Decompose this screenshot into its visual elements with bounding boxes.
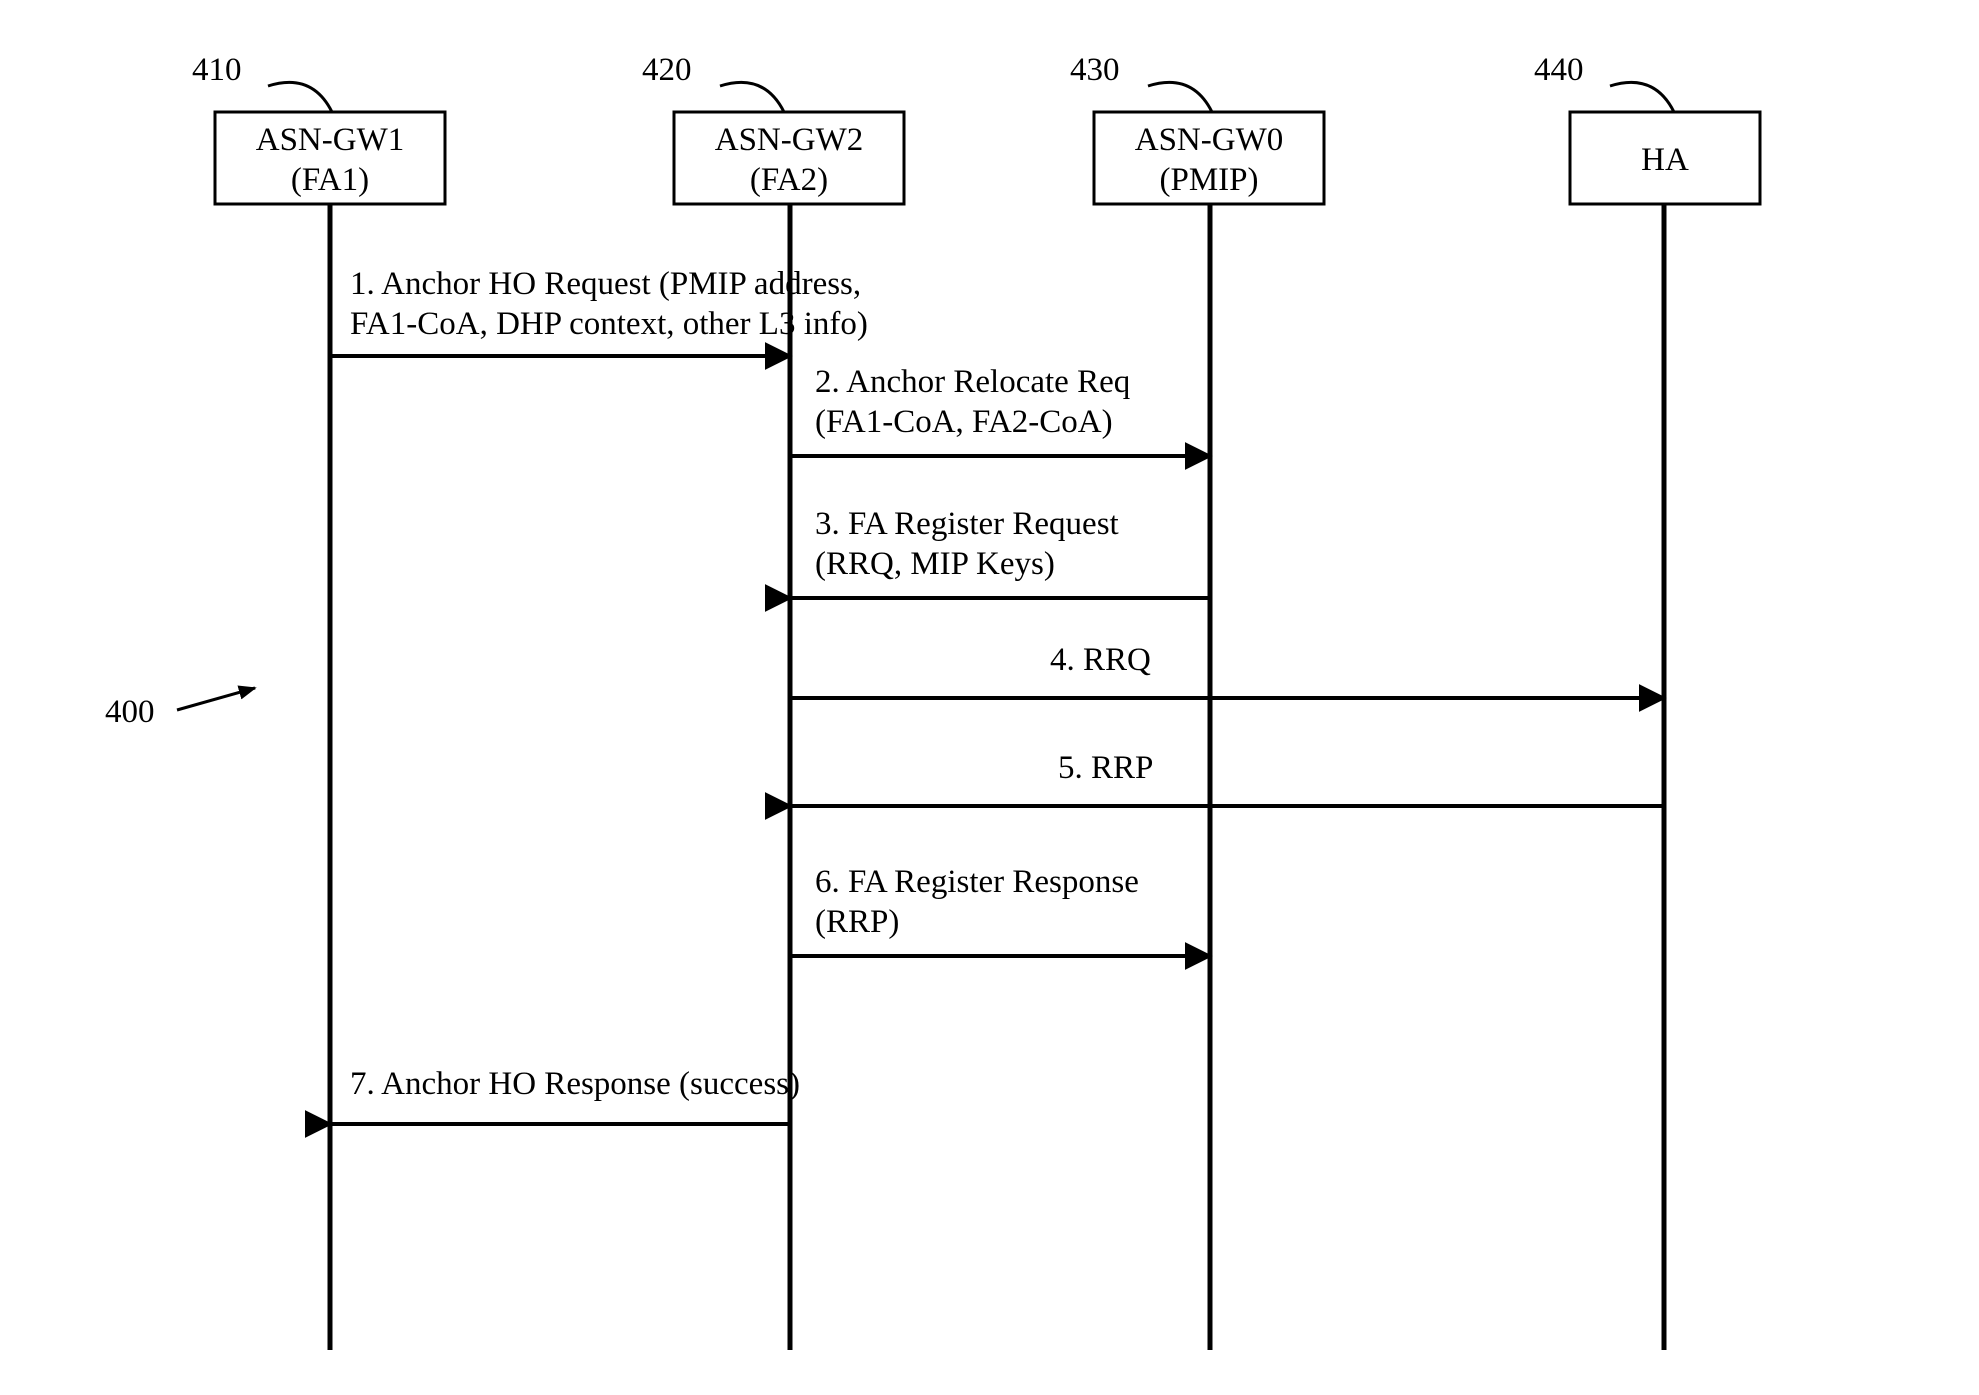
message-label-msg6-line1: (RRP): [815, 904, 899, 940]
actor-label-asn-gw2-line1: (FA2): [750, 162, 828, 198]
message-label-msg4-line0: 4. RRQ: [1050, 642, 1151, 678]
actor-ref-ha: 440: [1534, 52, 1584, 88]
actor-label-asn-gw1-line0: ASN-GW1: [256, 122, 404, 158]
message-label-msg3-line0: 3. FA Register Request: [815, 506, 1119, 542]
message-label-msg2-line1: (FA1-CoA, FA2-CoA): [815, 404, 1113, 440]
actor-tick-asn-gw1: [268, 82, 332, 112]
actor-tick-ha: [1610, 82, 1674, 112]
figure-ref-label: 400: [105, 694, 155, 730]
message-label-msg3-line1: (RRQ, MIP Keys): [815, 546, 1055, 582]
actor-label-asn-gw2-line0: ASN-GW2: [715, 122, 863, 158]
message-label-msg5-line0: 5. RRP: [1058, 750, 1153, 786]
actor-tick-asn-gw2: [720, 82, 784, 112]
message-label-msg7-line0: 7. Anchor HO Response (success): [350, 1066, 800, 1102]
message-label-msg6-line0: 6. FA Register Response: [815, 864, 1139, 900]
message-label-msg2-line0: 2. Anchor Relocate Req: [815, 364, 1130, 400]
actor-label-asn-gw1-line1: (FA1): [291, 162, 369, 198]
actor-ref-asn-gw2: 420: [642, 52, 692, 88]
figure-ref-arrow: [177, 688, 255, 710]
actor-ref-asn-gw1: 410: [192, 52, 242, 88]
actor-label-asn-gw0-line0: ASN-GW0: [1135, 122, 1283, 158]
actor-tick-asn-gw0: [1148, 82, 1212, 112]
actor-label-asn-gw0-line1: (PMIP): [1159, 162, 1258, 198]
sequence-diagram: 410 ASN-GW1 (FA1) 420 ASN-GW2 (FA2) 430 ASN-GW0…: [0, 0, 1979, 1395]
message-label-msg1-line0: 1. Anchor HO Request (PMIP address,: [350, 266, 861, 302]
message-label-msg1-line1: FA1-CoA, DHP context, other L3 info): [350, 306, 868, 342]
actor-label-ha-line0: HA: [1641, 142, 1689, 178]
actor-ref-asn-gw0: 430: [1070, 52, 1120, 88]
